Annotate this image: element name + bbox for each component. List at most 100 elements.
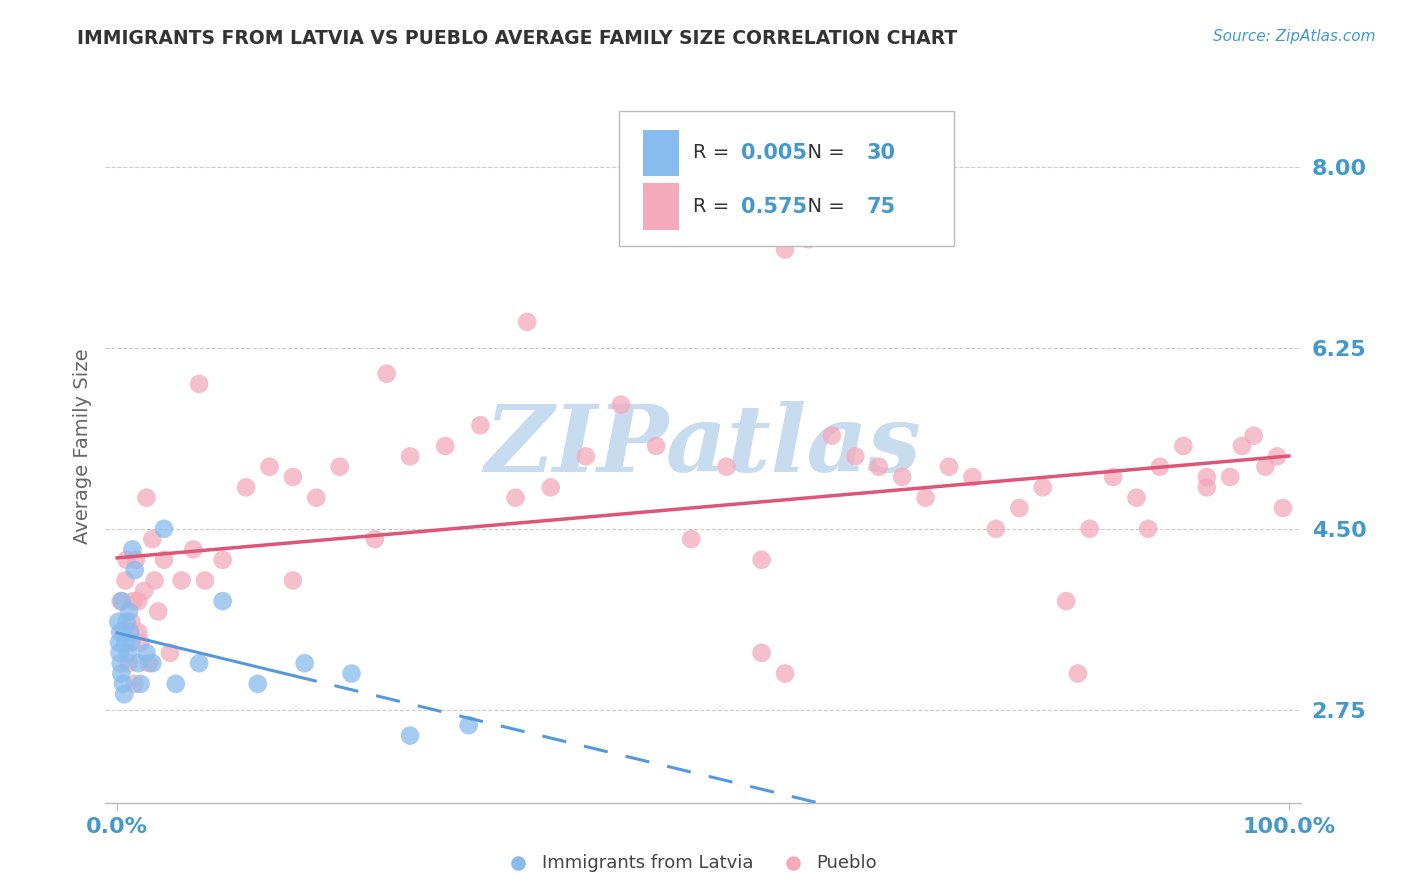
- Point: [194, 574, 217, 588]
- Point: [115, 615, 138, 629]
- Point: [1230, 439, 1253, 453]
- FancyBboxPatch shape: [644, 184, 679, 230]
- Point: [125, 553, 148, 567]
- Point: [170, 574, 193, 588]
- Point: [891, 470, 914, 484]
- Point: [868, 459, 890, 474]
- Point: [259, 459, 281, 474]
- Point: [364, 532, 387, 546]
- Point: [124, 563, 146, 577]
- Point: [110, 656, 132, 670]
- Point: [281, 574, 304, 588]
- Point: [153, 522, 176, 536]
- Point: [821, 428, 844, 442]
- Point: [114, 574, 136, 588]
- Point: [165, 677, 187, 691]
- Point: [111, 594, 134, 608]
- Point: [211, 553, 233, 567]
- Point: [153, 553, 176, 567]
- Point: [984, 522, 1007, 536]
- Point: [434, 439, 457, 453]
- FancyBboxPatch shape: [644, 129, 679, 176]
- Point: [681, 532, 703, 546]
- Point: [645, 439, 668, 453]
- Point: [112, 677, 135, 691]
- Point: [110, 594, 132, 608]
- Point: [457, 718, 479, 732]
- Point: [122, 594, 145, 608]
- Point: [108, 625, 131, 640]
- Point: [188, 656, 211, 670]
- Point: [305, 491, 328, 505]
- Point: [1054, 594, 1077, 608]
- Point: [1219, 470, 1241, 484]
- Point: [329, 459, 352, 474]
- Point: [135, 646, 157, 660]
- Point: [1137, 522, 1160, 536]
- Point: [1243, 428, 1265, 442]
- Point: [1078, 522, 1101, 536]
- Point: [281, 470, 304, 484]
- Text: 0.575: 0.575: [741, 196, 807, 217]
- Point: [159, 646, 181, 660]
- Point: [115, 553, 138, 567]
- Point: [148, 605, 170, 619]
- Point: [797, 232, 820, 246]
- Point: [110, 666, 132, 681]
- Point: [127, 656, 149, 670]
- Point: [120, 625, 141, 640]
- Point: [127, 594, 149, 608]
- Point: [127, 625, 149, 640]
- Text: 0.005: 0.005: [741, 143, 807, 162]
- Point: [132, 583, 156, 598]
- Text: N =: N =: [794, 144, 851, 162]
- Point: [938, 459, 960, 474]
- Point: [751, 646, 773, 660]
- Point: [340, 666, 363, 681]
- Point: [610, 398, 633, 412]
- Point: [118, 656, 141, 670]
- Point: [118, 605, 141, 619]
- Point: [246, 677, 269, 691]
- Text: ZIPatlas: ZIPatlas: [485, 401, 921, 491]
- Point: [120, 635, 142, 649]
- Point: [1008, 501, 1031, 516]
- Point: [124, 677, 146, 691]
- Point: [1195, 480, 1218, 494]
- Point: [914, 491, 936, 505]
- Point: [129, 677, 152, 691]
- Point: [117, 646, 139, 660]
- Point: [1032, 480, 1054, 494]
- Point: [143, 574, 166, 588]
- Text: Source: ZipAtlas.com: Source: ZipAtlas.com: [1212, 29, 1375, 44]
- Point: [141, 656, 163, 670]
- Point: [575, 450, 598, 464]
- Point: [1125, 491, 1147, 505]
- Point: [112, 625, 135, 640]
- Text: R =: R =: [693, 144, 735, 162]
- Point: [844, 450, 866, 464]
- Point: [773, 666, 796, 681]
- Text: Pueblo: Pueblo: [817, 855, 877, 872]
- Point: [716, 459, 738, 474]
- Point: [235, 480, 257, 494]
- Point: [1195, 470, 1218, 484]
- Point: [375, 367, 398, 381]
- Point: [1149, 459, 1171, 474]
- Text: Immigrants from Latvia: Immigrants from Latvia: [541, 855, 754, 872]
- Point: [129, 635, 152, 649]
- Point: [516, 315, 538, 329]
- Point: [120, 615, 142, 629]
- Point: [1265, 450, 1288, 464]
- Point: [294, 656, 316, 670]
- Text: 30: 30: [866, 143, 896, 162]
- Point: [962, 470, 984, 484]
- Point: [1271, 501, 1294, 516]
- Text: R =: R =: [693, 197, 735, 216]
- Point: [1102, 470, 1125, 484]
- Point: [141, 532, 163, 546]
- Point: [1173, 439, 1195, 453]
- Point: [108, 646, 131, 660]
- Point: [773, 243, 796, 257]
- Point: [188, 376, 211, 391]
